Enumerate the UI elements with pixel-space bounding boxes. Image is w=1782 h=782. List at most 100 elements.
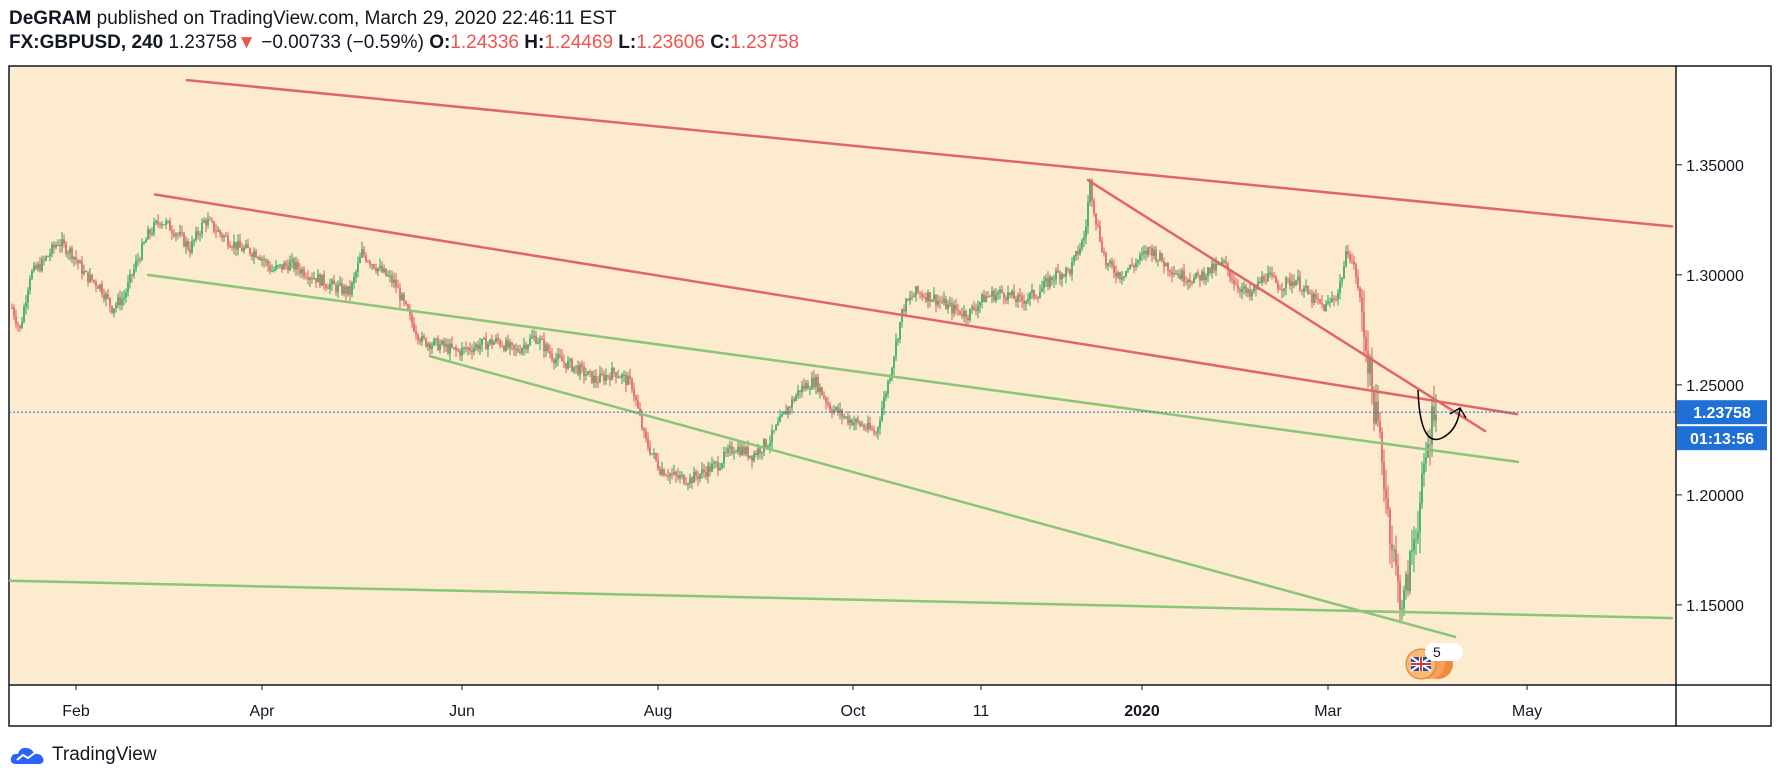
candle-body: [1343, 265, 1345, 279]
time-scale[interactable]: Feb Apr Jun Aug Oct 11 2020 Mar May: [62, 685, 1542, 720]
candle-body: [1005, 297, 1007, 300]
candle-body: [947, 304, 949, 310]
candle-body: [393, 279, 395, 283]
candle-body: [575, 365, 577, 367]
candle-body: [1353, 261, 1355, 265]
candle-body: [1053, 279, 1055, 281]
candle-body: [847, 416, 849, 424]
tradingview-logo[interactable]: TradingView: [10, 744, 157, 766]
candle-body: [861, 425, 863, 427]
down-arrow-icon: ▼: [237, 32, 256, 53]
candle-body: [459, 350, 461, 356]
candle-body: [1017, 294, 1019, 302]
candle-body: [483, 338, 485, 340]
x-tick-label: Aug: [644, 703, 672, 720]
candle-body: [1311, 293, 1313, 303]
x-tick-label: 11: [973, 703, 990, 720]
candle-body: [151, 233, 153, 235]
candle-body: [123, 297, 125, 299]
candle-body: [751, 455, 753, 461]
middle-resistance-line[interactable]: [153, 193, 1519, 416]
candle-body: [1393, 549, 1395, 551]
candle-body: [665, 475, 667, 477]
candle-body: [589, 371, 591, 373]
candle-body: [931, 299, 933, 302]
candle-body: [1277, 282, 1279, 289]
candle-body: [1057, 270, 1059, 273]
candle-body: [797, 390, 799, 396]
candle-body: [1297, 276, 1299, 281]
candle-body: [605, 375, 607, 382]
candle-body: [1201, 271, 1203, 281]
candle-body: [177, 233, 179, 235]
candle-body: [1099, 226, 1101, 242]
candle-body: [1047, 278, 1049, 287]
candle-body: [421, 335, 423, 342]
short-resistance-line[interactable]: [1086, 178, 1487, 433]
candle-body: [1107, 263, 1109, 266]
candle-body: [1077, 251, 1079, 255]
upper-support-line[interactable]: [146, 273, 1520, 464]
candle-body: [1211, 263, 1213, 274]
plot-area[interactable]: [9, 66, 1676, 685]
candle-body: [125, 292, 127, 298]
candle-body: [835, 407, 837, 410]
candle-body: [999, 289, 1001, 293]
candle-body: [1025, 300, 1027, 304]
candle-body: [1223, 261, 1225, 263]
candle-body: [851, 419, 853, 426]
candle-body: [1359, 287, 1361, 298]
candle-body: [535, 335, 537, 344]
candle-body: [641, 415, 643, 429]
candle-body: [611, 368, 613, 380]
symbol-label[interactable]: FX:GBPUSD, 240: [9, 32, 164, 53]
candle-body: [21, 322, 23, 328]
candle-body: [267, 260, 269, 266]
candle-body: [789, 407, 791, 409]
candle-body: [329, 284, 331, 289]
candle-body: [153, 222, 155, 234]
candle-body: [127, 282, 129, 293]
lower-support-line[interactable]: [428, 354, 1457, 639]
candle-body: [773, 430, 775, 432]
candle-body: [663, 469, 665, 476]
candle-body: [175, 233, 177, 236]
candle-body: [1315, 293, 1317, 299]
candle-body: [1321, 302, 1323, 305]
candle-body: [355, 271, 357, 277]
candle-body: [307, 277, 309, 280]
current-price-text: 1.23758: [1693, 405, 1751, 422]
candle-body: [1015, 299, 1017, 302]
candle-body: [643, 428, 645, 431]
candle-body: [561, 356, 563, 362]
economic-event-badge[interactable]: 5: [1405, 643, 1463, 680]
candle-body: [113, 308, 115, 313]
upper-resistance-line[interactable]: [185, 78, 1674, 228]
candle-body: [97, 286, 99, 289]
forecast-arrow[interactable]: [1417, 389, 1461, 441]
candle-body: [1049, 276, 1051, 287]
candle-body: [377, 268, 379, 272]
candle-body: [193, 239, 195, 242]
candle-body: [649, 447, 651, 454]
author-name[interactable]: DeGRAM: [9, 8, 92, 29]
candle-body: [957, 309, 959, 311]
trendline-layer: [8, 78, 1674, 639]
candle-body: [675, 472, 677, 476]
candle-body: [205, 220, 207, 226]
candle-body: [1431, 406, 1433, 445]
event-count-bubble: [1425, 643, 1463, 661]
candle-body: [25, 302, 27, 308]
candle-body: [809, 389, 811, 391]
candle-body: [893, 356, 895, 368]
candle-body: [473, 347, 475, 353]
candle-body: [1043, 280, 1045, 288]
candle-body: [499, 340, 501, 346]
candle-body: [761, 451, 763, 454]
long-support-line[interactable]: [8, 579, 1674, 620]
candle-body: [181, 231, 183, 234]
candle-body: [1391, 543, 1393, 550]
price-scale[interactable]: 1.35000 1.30000 1.25000 1.20000 1.15000: [1676, 158, 1744, 615]
candle-body: [381, 265, 383, 272]
